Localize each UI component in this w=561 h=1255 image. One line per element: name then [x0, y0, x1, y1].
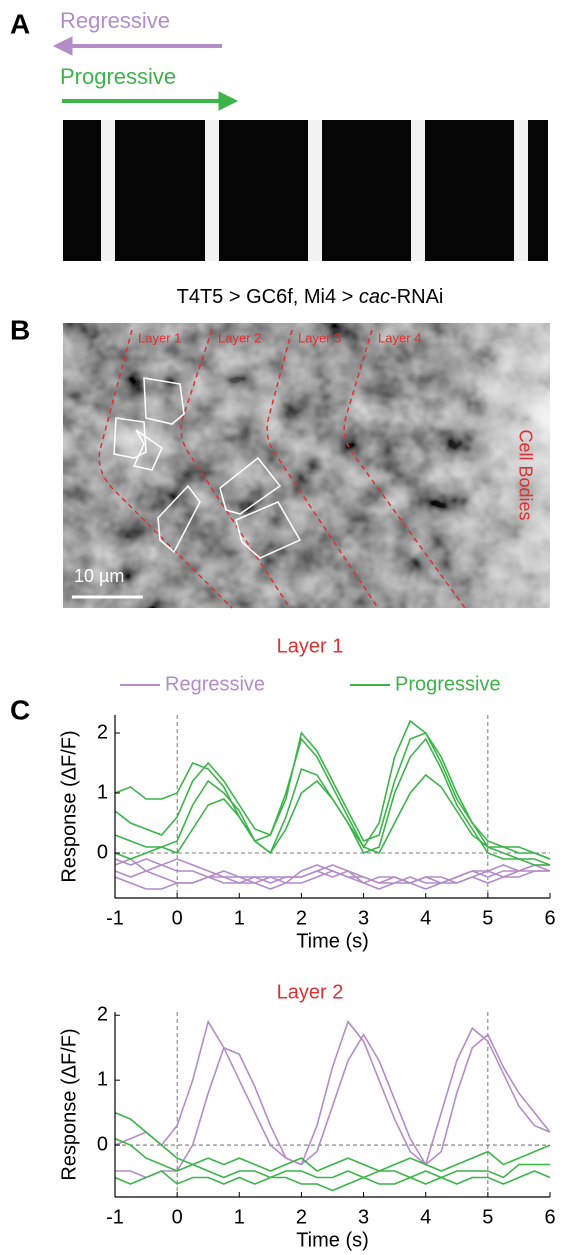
x-tick-label: 2 — [296, 907, 307, 929]
panel-label: B — [10, 314, 30, 345]
y-axis-title: Response (ΔF/F) — [58, 730, 80, 882]
x-axis-title: Time (s) — [296, 930, 369, 952]
chart-title: Layer 2 — [277, 981, 344, 1003]
layer-label: Layer 2 — [218, 330, 261, 345]
x-tick-label: 4 — [420, 1206, 431, 1228]
x-tick-label: 1 — [234, 907, 245, 929]
regressive-label: Regressive — [60, 8, 170, 33]
x-tick-label: 5 — [482, 1206, 493, 1228]
trace-line — [115, 721, 550, 859]
x-axis-title: Time (s) — [296, 1229, 369, 1251]
x-tick-label: 0 — [172, 907, 183, 929]
x-tick-label: 6 — [544, 907, 555, 929]
figure: A Regressive Progressive T4T5 > GC6f, Mi… — [0, 0, 561, 1255]
x-tick-label: 3 — [358, 907, 369, 929]
x-tick-label: 0 — [172, 1206, 183, 1228]
x-tick-label: 1 — [234, 1206, 245, 1228]
trace-line — [115, 1035, 550, 1178]
y-tick-label: 0 — [97, 1133, 108, 1155]
y-tick-label: 0 — [97, 841, 108, 863]
progressive-arrow — [62, 92, 237, 110]
micrograph — [63, 323, 561, 608]
y-tick-label: 1 — [97, 781, 108, 803]
x-tick-label: 3 — [358, 1206, 369, 1228]
x-tick-label: 6 — [544, 1206, 555, 1228]
trace-line — [115, 1139, 550, 1178]
layer-label: Layer 4 — [378, 330, 421, 345]
trace-line — [115, 739, 550, 865]
x-tick-label: -1 — [106, 1206, 124, 1228]
y-tick-label: 2 — [97, 721, 108, 743]
x-tick-label: 4 — [420, 907, 431, 929]
y-tick-label: 1 — [97, 1068, 108, 1090]
panel-label: A — [10, 8, 30, 39]
cell-bodies-label: Cell Bodies — [515, 429, 535, 520]
trace-line — [115, 733, 550, 859]
chart-title: Layer 1 — [277, 635, 344, 657]
title-part: cac — [359, 286, 390, 308]
y-tick-label: 2 — [97, 1004, 108, 1026]
legend-label: Progressive — [395, 673, 501, 695]
trace-line — [115, 1113, 550, 1171]
stimulus-grating — [63, 120, 548, 261]
legend-label: Regressive — [165, 673, 265, 695]
x-tick-label: 2 — [296, 1206, 307, 1228]
title-part: T4T5 > GC6f, Mi4 > — [177, 286, 359, 308]
panel-b-title: T4T5 > GC6f, Mi4 > cac-RNAi — [177, 286, 444, 308]
trace-line — [115, 865, 550, 883]
x-tick-label: -1 — [106, 907, 124, 929]
trace-line — [115, 871, 550, 889]
y-axis-title: Response (ΔF/F) — [58, 1028, 80, 1180]
title-part: -RNAi — [390, 286, 443, 308]
trace-line — [115, 1022, 550, 1165]
scale-bar-label: 10 µm — [74, 566, 124, 586]
layer-label: Layer 3 — [298, 330, 341, 345]
layer-label: Layer 1 — [138, 330, 181, 345]
x-tick-label: 5 — [482, 907, 493, 929]
regressive-arrow — [54, 37, 222, 55]
panel-label: C — [10, 694, 30, 725]
progressive-label: Progressive — [60, 64, 176, 89]
trace-line — [115, 1171, 550, 1191]
